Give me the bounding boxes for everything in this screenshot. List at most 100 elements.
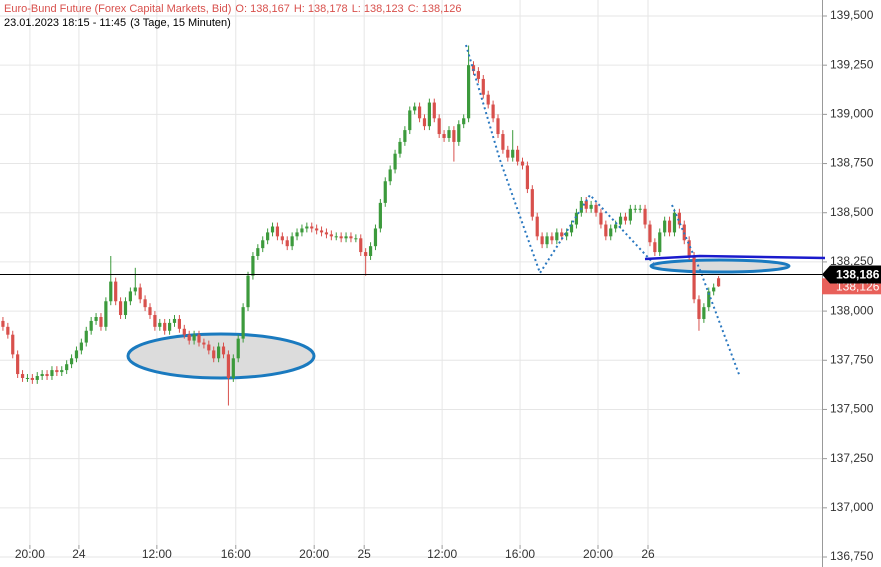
candle-body — [618, 216, 623, 225]
candle-body — [516, 149, 520, 162]
candle-body — [638, 208, 642, 210]
candle-body — [275, 226, 280, 237]
candle-body — [158, 322, 162, 327]
candle-body — [535, 216, 539, 237]
candle-body — [388, 169, 392, 182]
candle-body — [138, 287, 142, 300]
candle-body — [584, 200, 588, 209]
annotation-ellipse — [649, 258, 791, 274]
candle-body — [393, 153, 397, 170]
candle-body — [1, 320, 5, 327]
candle-body — [442, 134, 446, 138]
candle-body — [172, 318, 177, 323]
y-tick-label: 137,500 — [830, 402, 874, 416]
candle-body — [354, 238, 358, 240]
candle-body — [246, 275, 250, 308]
candle-body — [403, 130, 407, 142]
annotation-ellipse — [126, 332, 316, 380]
candle-body — [334, 236, 338, 238]
candle-body — [290, 236, 294, 247]
candle-body — [295, 232, 299, 237]
candle-body — [236, 338, 240, 359]
header: Euro-Bund Future (Forex Capital Markets,… — [4, 2, 466, 30]
candle-body — [192, 334, 196, 341]
candle-body — [344, 236, 348, 239]
candle-body — [530, 189, 534, 217]
candle-body — [692, 256, 696, 300]
candle-body — [79, 342, 83, 351]
candle-body — [422, 118, 427, 127]
candle-body — [153, 315, 157, 327]
subtitle-line: 23.01.2023 18:15 - 11:45 (3 Tage, 15 Minu… — [4, 16, 466, 30]
candle-body — [427, 102, 431, 127]
candle-body — [481, 78, 485, 95]
candle-body — [501, 134, 505, 150]
candle-body — [373, 228, 378, 247]
candle-body — [11, 334, 15, 355]
x-tick-label: 26 — [641, 547, 655, 561]
candle-body — [466, 65, 471, 119]
candle-body — [574, 212, 579, 225]
candle-body — [609, 228, 613, 237]
candle-body — [672, 212, 677, 233]
subtitle: 23.01.2023 18:15 - 11:45 — [4, 17, 127, 29]
x-tick-label: 20:00 — [583, 547, 613, 561]
y-tick-label: 138,750 — [830, 156, 874, 170]
candle-body — [118, 301, 123, 316]
y-tick-label: 137,750 — [830, 352, 874, 366]
x-tick-label: 20:00 — [299, 547, 329, 561]
candle-body — [16, 354, 20, 375]
x-tick-label: 24 — [72, 547, 86, 561]
candle-body — [491, 104, 495, 119]
candle-body — [614, 224, 618, 229]
candle-body — [30, 377, 34, 380]
level-box — [822, 265, 881, 284]
x-tick-label: 16:00 — [221, 547, 251, 561]
candle-body — [256, 248, 260, 257]
candle-body — [663, 220, 667, 233]
candle-body — [447, 130, 451, 138]
candle-body — [565, 232, 569, 237]
y-tick-label: 138,250 — [830, 254, 874, 268]
ohlc: C: 138,126 — [407, 3, 462, 15]
candle-body — [398, 141, 402, 154]
candle-body — [207, 344, 211, 351]
candle-body — [604, 224, 608, 237]
candle-body — [716, 278, 721, 287]
candle-body — [339, 236, 343, 239]
y-tick-label: 137,000 — [830, 500, 874, 514]
candle-body — [251, 256, 255, 276]
candle-body — [555, 232, 559, 241]
candle-body — [579, 200, 583, 213]
candle-body — [60, 370, 64, 373]
candle-body — [623, 216, 628, 221]
subtitle-note: (3 Tage, 15 Minuten) — [130, 17, 231, 29]
candle-body — [687, 240, 691, 257]
candle-body — [187, 334, 191, 341]
candle-body — [378, 202, 382, 229]
candle-body — [471, 65, 476, 72]
y-tick-label: 136,750 — [830, 549, 874, 563]
candle-body — [109, 281, 113, 302]
candle-body — [368, 246, 373, 257]
candle-body — [540, 236, 544, 245]
candle-body — [310, 226, 314, 229]
candle-body — [589, 204, 593, 209]
candle-body — [658, 232, 662, 253]
candle-body — [104, 301, 108, 327]
candle-body — [217, 346, 221, 359]
candle-body — [133, 287, 137, 292]
x-tick-label: 12:00 — [142, 547, 172, 561]
candle-body — [45, 374, 49, 377]
candle-body — [55, 370, 59, 373]
candle-body — [452, 130, 456, 142]
candle-body — [94, 316, 98, 321]
candle-body — [599, 212, 603, 225]
candle-body — [6, 326, 10, 335]
candle-body — [633, 208, 637, 210]
candle-body — [319, 230, 324, 233]
candle-body — [511, 149, 515, 158]
candle-body — [89, 320, 93, 331]
y-tick-label: 137,250 — [830, 451, 874, 465]
